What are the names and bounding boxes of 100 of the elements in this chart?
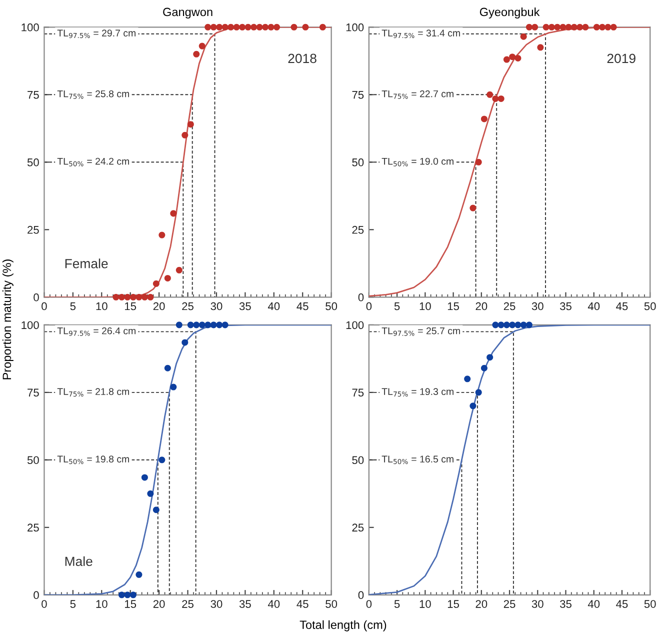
point — [582, 24, 589, 30]
annotation: TL$_{75%}$ = 21.8 cm — [57, 388, 129, 397]
point — [244, 24, 252, 30]
annotation: TL$_{75%}$ = 25.8 cm — [57, 90, 129, 99]
point — [548, 24, 555, 30]
point — [470, 204, 476, 212]
x-tick-label: 30 — [532, 302, 544, 310]
point — [193, 322, 200, 328]
point — [509, 54, 516, 60]
point — [514, 54, 522, 62]
point — [187, 121, 194, 128]
point — [268, 24, 274, 30]
y-tick-label: 75 — [28, 91, 39, 99]
y-tick-label: 50 — [352, 158, 364, 166]
point — [570, 24, 578, 30]
annotation: TL$_{50%}$ = 16.5 cm — [382, 456, 454, 464]
point — [503, 56, 510, 63]
x-tick-label: 25 — [182, 600, 194, 608]
y-tick-label: 100 — [22, 23, 39, 32]
point — [147, 294, 154, 300]
point — [520, 33, 527, 40]
annotation: TL$_{50%}$ = 24.2 cm — [57, 158, 129, 166]
annotation: TL$_{97.5%}$ = 25.7 cm — [382, 327, 460, 336]
point — [526, 322, 532, 328]
x-tick-label: 10 — [420, 302, 431, 310]
point — [152, 506, 160, 514]
chart-title: Gangwon — [163, 8, 212, 18]
point — [480, 116, 488, 122]
point — [164, 364, 171, 372]
point — [130, 592, 136, 598]
point — [239, 24, 246, 30]
annotation: TL$_{97.5%}$ = 29.7 cm — [57, 30, 136, 38]
x-tick-label: 15 — [448, 600, 459, 608]
x-tick-label: 10 — [96, 600, 108, 608]
annotation: TL$_{75%}$ = 19.3 cm — [382, 388, 454, 397]
point — [228, 24, 234, 30]
x-tick-label: 35 — [560, 600, 572, 608]
point — [176, 266, 182, 274]
x-tick-label: 10 — [96, 302, 108, 310]
point — [498, 322, 504, 328]
y-tick-label: 75 — [28, 388, 39, 397]
point — [198, 322, 206, 328]
x-tick-label: 25 — [504, 600, 516, 608]
point — [147, 490, 154, 497]
y-tick-label: 0 — [34, 591, 39, 600]
x-tick-label: 40 — [588, 600, 600, 608]
point — [170, 384, 177, 390]
point — [470, 402, 476, 410]
annotation: TL$_{50%}$ = 19.8 cm — [57, 456, 129, 464]
point — [204, 322, 212, 328]
point — [560, 24, 566, 30]
point — [158, 456, 166, 464]
x-tick-label: 5 — [70, 600, 76, 608]
point — [262, 24, 269, 30]
point — [492, 95, 499, 102]
point — [492, 322, 499, 328]
point — [124, 592, 131, 598]
point — [537, 44, 544, 51]
point — [302, 24, 309, 30]
point — [480, 364, 488, 372]
annotation: TL$_{75%}$ = 22.7 cm — [382, 90, 454, 99]
annotation: 2018 — [288, 54, 316, 64]
point — [520, 322, 527, 328]
point — [124, 294, 131, 300]
point — [464, 376, 471, 382]
x-tick-label: 5 — [394, 600, 400, 608]
x-tick-label: 50 — [326, 600, 338, 608]
annotation: Male — [65, 556, 92, 566]
annotation: 2019 — [607, 54, 636, 64]
point — [503, 322, 510, 328]
point — [222, 322, 228, 328]
point — [256, 24, 263, 30]
point — [204, 24, 212, 30]
point — [610, 24, 617, 30]
x-tick-label: 45 — [296, 302, 308, 310]
x-tick-label: 15 — [125, 600, 136, 608]
y-tick-label: 50 — [352, 456, 364, 464]
x-tick-label: 0 — [366, 600, 372, 608]
x-tick-label: 10 — [420, 600, 431, 608]
point — [319, 24, 326, 30]
point — [222, 24, 228, 30]
point — [599, 24, 606, 30]
x-tick-label: 45 — [616, 600, 628, 608]
y-tick-label: 0 — [34, 293, 39, 302]
x-tick-label: 15 — [125, 302, 136, 310]
point — [532, 24, 538, 30]
point — [290, 24, 298, 30]
point — [475, 389, 482, 396]
point — [542, 24, 550, 30]
point — [475, 158, 482, 166]
point — [152, 280, 160, 287]
point — [210, 24, 217, 30]
y-tick-label: 0 — [358, 591, 364, 600]
annotation: TL$_{97.5%}$ = 31.4 cm — [382, 30, 460, 38]
x-axis-title: Total length (cm) — [300, 620, 386, 632]
y-tick-label: 50 — [27, 158, 39, 166]
y-tick-label: 100 — [22, 321, 39, 330]
point — [141, 474, 148, 481]
x-tick-label: 25 — [182, 302, 194, 310]
x-tick-label: 50 — [326, 302, 338, 310]
